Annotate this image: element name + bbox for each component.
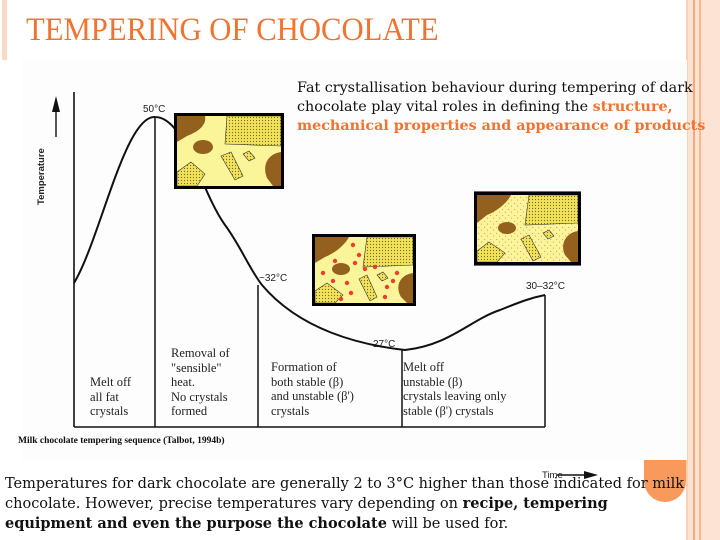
- phase-4-text: Melt off unstable (β) crystals leaving o…: [403, 360, 506, 418]
- phase-line: stable (β') crystals: [403, 403, 494, 418]
- decorative-half-circle: [644, 460, 686, 502]
- x-axis-label: Time: [542, 470, 563, 481]
- phase-line: Removal of: [171, 346, 230, 360]
- phase-line: crystals: [271, 403, 310, 418]
- temp-label-cool: ~32°C: [259, 273, 288, 284]
- phase-line: heat.: [171, 375, 195, 389]
- phase-line: all fat: [90, 389, 119, 404]
- micrograph-mixed-crystals: [312, 234, 416, 306]
- temp-label-final: 30–32°C: [526, 281, 566, 292]
- phase-1-text: Melt off all fat crystals: [90, 375, 131, 419]
- intro-paragraph: Fat crystallisation behaviour during tem…: [297, 79, 717, 136]
- slide-title: TEMPERING OF CHOCOLATE: [26, 12, 439, 48]
- right-decoration-stripes: [686, 0, 720, 540]
- temperature-curve: [73, 115, 546, 352]
- phase-line: "sensible": [171, 360, 222, 375]
- figure-caption: Milk chocolate tempering sequence (Talbo…: [18, 436, 225, 446]
- micrograph-mixed-illustration: [315, 237, 413, 303]
- micrograph-melted: [174, 113, 284, 189]
- micrograph-stable-illustration: [477, 195, 578, 262]
- y-axis-label: Temperature: [36, 148, 47, 205]
- bottom-text-bold: recipe, tempering equipment and even the…: [5, 495, 608, 532]
- phase-line: unstable (β): [403, 374, 463, 389]
- phase-line: formed: [171, 404, 208, 418]
- stripe: [686, 0, 688, 540]
- bottom-text-part2: will be used for.: [386, 516, 509, 532]
- temp-label-low: 27°C: [373, 339, 396, 350]
- intro-highlight: structure, mechanical properties and app…: [297, 99, 706, 134]
- phase-line: Melt off: [403, 360, 445, 374]
- phase-2-text: Removal of "sensible" heat. No crystals …: [171, 346, 230, 419]
- phase-line: both stable (β): [271, 374, 344, 389]
- micrograph-melted-illustration: [177, 116, 281, 186]
- x-arrow-head-icon: [584, 471, 598, 479]
- phase-line: Formation of: [271, 360, 337, 374]
- micrograph-stable-crystals: [474, 192, 581, 265]
- y-arrow-head-icon: [52, 96, 60, 112]
- temp-label-peak: 50°C: [143, 104, 166, 115]
- bottom-paragraph: Temperatures for dark chocolate are gene…: [5, 474, 685, 534]
- stripe: [699, 0, 701, 540]
- phase-line: No crystals: [171, 389, 228, 404]
- phase-3-text: Formation of both stable (β) and unstabl…: [271, 360, 354, 418]
- intro-text: Fat crystallisation behaviour during tem…: [297, 80, 693, 115]
- bottom-text-part1: Temperatures for dark chocolate are gene…: [5, 476, 685, 512]
- left-accent-bar: [2, 0, 7, 60]
- phase-line: crystals: [90, 404, 129, 418]
- phase-line: and unstable (β'): [271, 389, 354, 403]
- phase-line: crystals leaving only: [403, 389, 507, 403]
- stripe: [693, 0, 695, 540]
- phase-line: Melt off: [90, 375, 132, 389]
